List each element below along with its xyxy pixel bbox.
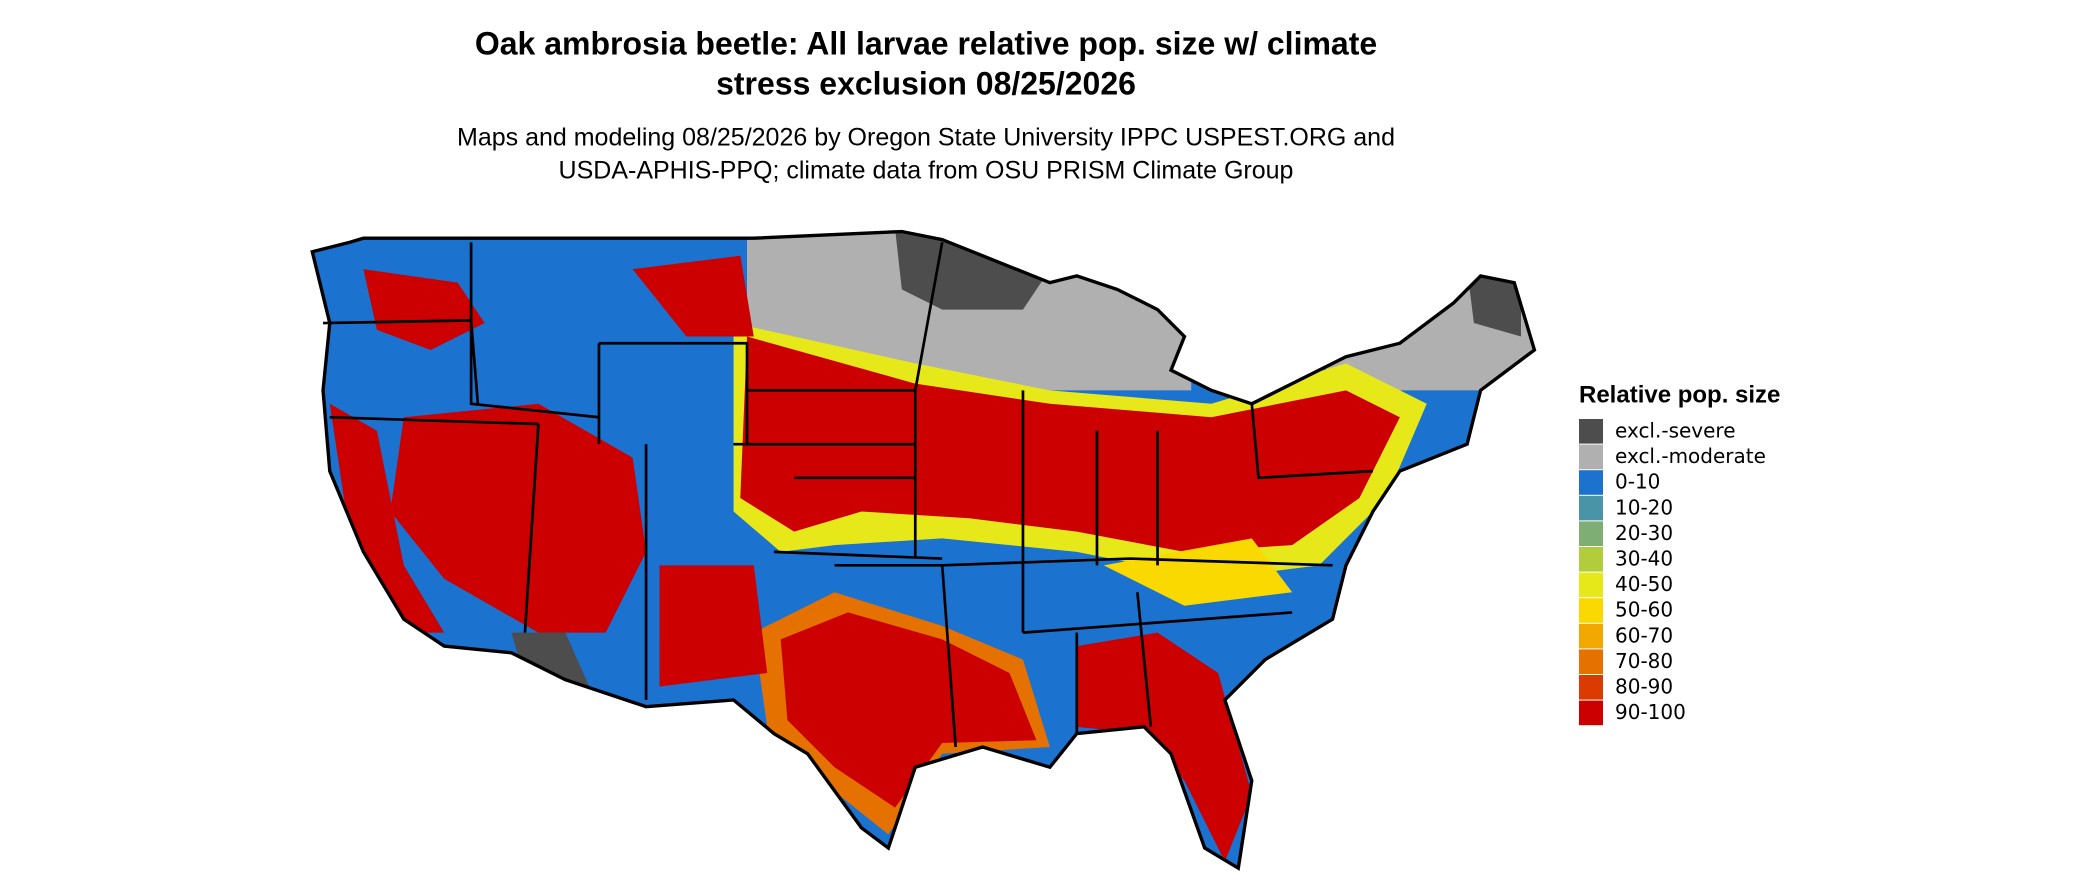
legend-label: 10-20 — [1615, 495, 1673, 519]
legend-label: excl.-moderate — [1615, 444, 1766, 468]
state-lines — [323, 242, 1373, 748]
legend-swatch — [1579, 419, 1603, 444]
subtitle-line: USDA-APHIS-PPQ; climate data from OSU PR… — [559, 157, 1294, 185]
region-severe — [895, 231, 1050, 310]
legend-label: 20-30 — [1615, 521, 1673, 545]
legend-swatch — [1579, 598, 1603, 623]
region-high — [363, 269, 485, 350]
legend-swatch — [1579, 623, 1603, 649]
legend-swatch — [1579, 521, 1603, 546]
region-high — [780, 612, 1037, 808]
region-high — [329, 403, 445, 633]
legend-label: 80-90 — [1615, 675, 1673, 699]
region-severe — [1467, 269, 1521, 337]
legend-swatch — [1579, 547, 1603, 572]
region-high — [632, 255, 754, 337]
legend-label: excl.-severe — [1615, 419, 1736, 443]
legend-swatch — [1579, 675, 1603, 700]
title-line: Oak ambrosia beetle: All larvae relative… — [475, 25, 1377, 61]
legend-title: Relative pop. size — [1579, 381, 1780, 408]
legend-swatch — [1579, 572, 1603, 598]
legend-swatch — [1579, 444, 1603, 470]
region-high — [390, 403, 647, 633]
subtitle-line: Maps and modeling 08/25/2026 by Oregon S… — [457, 124, 1395, 152]
region-mid — [1103, 538, 1293, 606]
title-line: stress exclusion 08/25/2026 — [716, 65, 1136, 101]
legend-label: 90-100 — [1615, 700, 1686, 724]
legend-label: 60-70 — [1615, 623, 1673, 647]
legend-label: 50-60 — [1615, 598, 1673, 622]
us-map — [310, 229, 1537, 870]
legend-label: 40-50 — [1615, 572, 1673, 596]
legend-swatch — [1579, 649, 1603, 674]
legend-label: 0-10 — [1615, 470, 1660, 494]
legend: excl.-severeexcl.-moderate0-1010-2020-30… — [1579, 419, 1766, 726]
legend-swatch — [1579, 700, 1603, 726]
legend-label: 30-40 — [1615, 547, 1673, 571]
region-high — [659, 565, 768, 687]
legend-swatch — [1579, 495, 1603, 521]
legend-label: 70-80 — [1615, 649, 1673, 673]
legend-swatch — [1579, 470, 1603, 495]
